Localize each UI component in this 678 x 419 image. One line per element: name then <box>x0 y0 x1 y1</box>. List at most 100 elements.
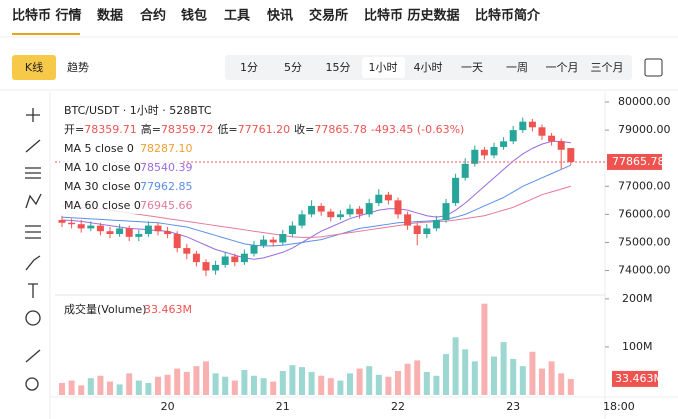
candle-body <box>144 225 152 235</box>
tool-measure[interactable] <box>25 225 41 239</box>
volume-bar <box>59 382 65 395</box>
volume-bar <box>510 358 517 395</box>
candle-body <box>423 228 431 235</box>
ohlc-value: 77761.20 <box>238 123 291 136</box>
y-tick-label: 76000.00 <box>618 207 671 220</box>
candle-body <box>567 148 575 162</box>
volume-bar <box>68 380 75 395</box>
legend-value: 76945.66 <box>140 199 193 212</box>
tool-line[interactable] <box>25 139 41 153</box>
interval[interactable]: 一个月 <box>546 61 579 74</box>
volume-bar <box>126 373 133 395</box>
volume-tick-label: 200M <box>622 292 653 305</box>
volume-bar <box>404 363 411 395</box>
candle-body <box>442 203 450 220</box>
candle-body <box>308 205 316 215</box>
candle-body <box>154 225 162 232</box>
interval[interactable]: 1分 <box>240 61 258 74</box>
volume-bar <box>318 375 325 395</box>
last-price-box <box>607 153 662 170</box>
volume-last-box <box>612 370 658 387</box>
volume-bar <box>97 375 104 395</box>
tool-brush[interactable] <box>25 255 41 271</box>
volume-bar <box>231 380 238 395</box>
candle-body <box>519 121 527 131</box>
x-tick-label: 20 <box>161 400 175 413</box>
tool-crosshair[interactable] <box>26 108 40 122</box>
nav-item[interactable]: 比特币 历史数据 <box>364 8 460 24</box>
tool-emoji[interactable] <box>25 310 41 326</box>
candle-body <box>432 219 440 229</box>
volume-title: 成交量(Volume) <box>64 302 147 316</box>
interval[interactable]: 1小时 <box>369 61 398 74</box>
candle-body <box>413 225 421 235</box>
volume-bar <box>414 360 421 395</box>
legend-bg <box>60 198 182 214</box>
interval-active <box>362 57 405 78</box>
ohlc-label: 低= <box>217 123 237 136</box>
volume-bar <box>395 370 401 395</box>
time-label: 18:00 <box>603 400 635 413</box>
volume-bar <box>222 376 229 395</box>
candle-body <box>500 141 508 147</box>
interval-bar <box>225 55 632 80</box>
interval[interactable]: 三个月 <box>591 61 624 74</box>
volume-bar <box>174 368 181 395</box>
interval[interactable]: 一天 <box>461 61 483 74</box>
volume-bar <box>539 368 545 395</box>
volume-value: 33.463M <box>144 303 192 316</box>
x-tick-label: 23 <box>506 400 520 413</box>
legend-bg <box>60 179 182 195</box>
nav-item[interactable]: 钱包 <box>181 8 207 24</box>
interval[interactable]: 4小时 <box>414 61 443 74</box>
candle-body <box>375 194 383 204</box>
tool-text[interactable] <box>28 283 38 298</box>
tool-pattern[interactable] <box>25 193 42 209</box>
candle-body <box>394 200 402 215</box>
chart-title: BTC/USDT · 1小时 · 528BTC <box>64 104 212 117</box>
tool-ruler[interactable] <box>25 349 41 363</box>
tool-fib[interactable] <box>25 167 41 179</box>
nav-item[interactable]: 交易所 <box>309 8 348 24</box>
y-tick-label: 74000.00 <box>618 264 671 277</box>
volume-bar <box>567 378 574 395</box>
legend-bg <box>60 141 182 157</box>
fullscreen-button[interactable] <box>644 58 663 77</box>
ohlc-value: 78359.72 <box>161 123 214 136</box>
interval[interactable]: 15分 <box>326 61 351 74</box>
nav-item[interactable]: 工具 <box>224 9 250 24</box>
volume-bar <box>443 354 449 395</box>
chart-tab[interactable]: K线 <box>25 60 43 74</box>
interval[interactable]: 5分 <box>284 61 302 74</box>
candle-body <box>192 253 200 263</box>
chart-tab[interactable]: 趋势 <box>67 61 89 74</box>
nav-item[interactable]: 比特币简介 <box>475 8 541 24</box>
volume-bar <box>299 367 305 395</box>
nav-item[interactable]: 比特币 行情 <box>12 8 82 24</box>
ohlc-change: -493.45 (-0.63%) <box>371 123 464 136</box>
volume-last-label: 33.463M <box>615 372 663 385</box>
candle-body <box>135 234 143 237</box>
ohlc-value: 77865.78 <box>314 123 367 136</box>
candle-body <box>221 256 229 265</box>
candle-body <box>336 214 344 218</box>
x-tick-label: 21 <box>276 400 290 413</box>
tab-active <box>12 55 56 80</box>
volume-bar <box>375 374 382 395</box>
nav-item[interactable]: 数据 <box>97 8 123 24</box>
nav-item[interactable]: 合约 <box>140 8 166 24</box>
legend-value: 78540.39 <box>140 161 193 174</box>
candle-body <box>58 219 66 223</box>
volume-bar <box>548 361 555 395</box>
nav-item[interactable]: 快讯 <box>267 8 293 24</box>
candle-body <box>240 253 248 263</box>
candle-body <box>260 239 268 246</box>
volume-bar <box>183 371 190 395</box>
ohlc-label: 开= <box>64 123 84 136</box>
legend-name: MA 30 close 0 <box>64 180 141 193</box>
interval[interactable]: 一周 <box>506 61 528 74</box>
tool-zoom[interactable] <box>25 377 39 391</box>
candle-body <box>471 149 479 164</box>
ohlc-label: 高= <box>141 122 161 136</box>
volume-bar <box>289 365 296 395</box>
